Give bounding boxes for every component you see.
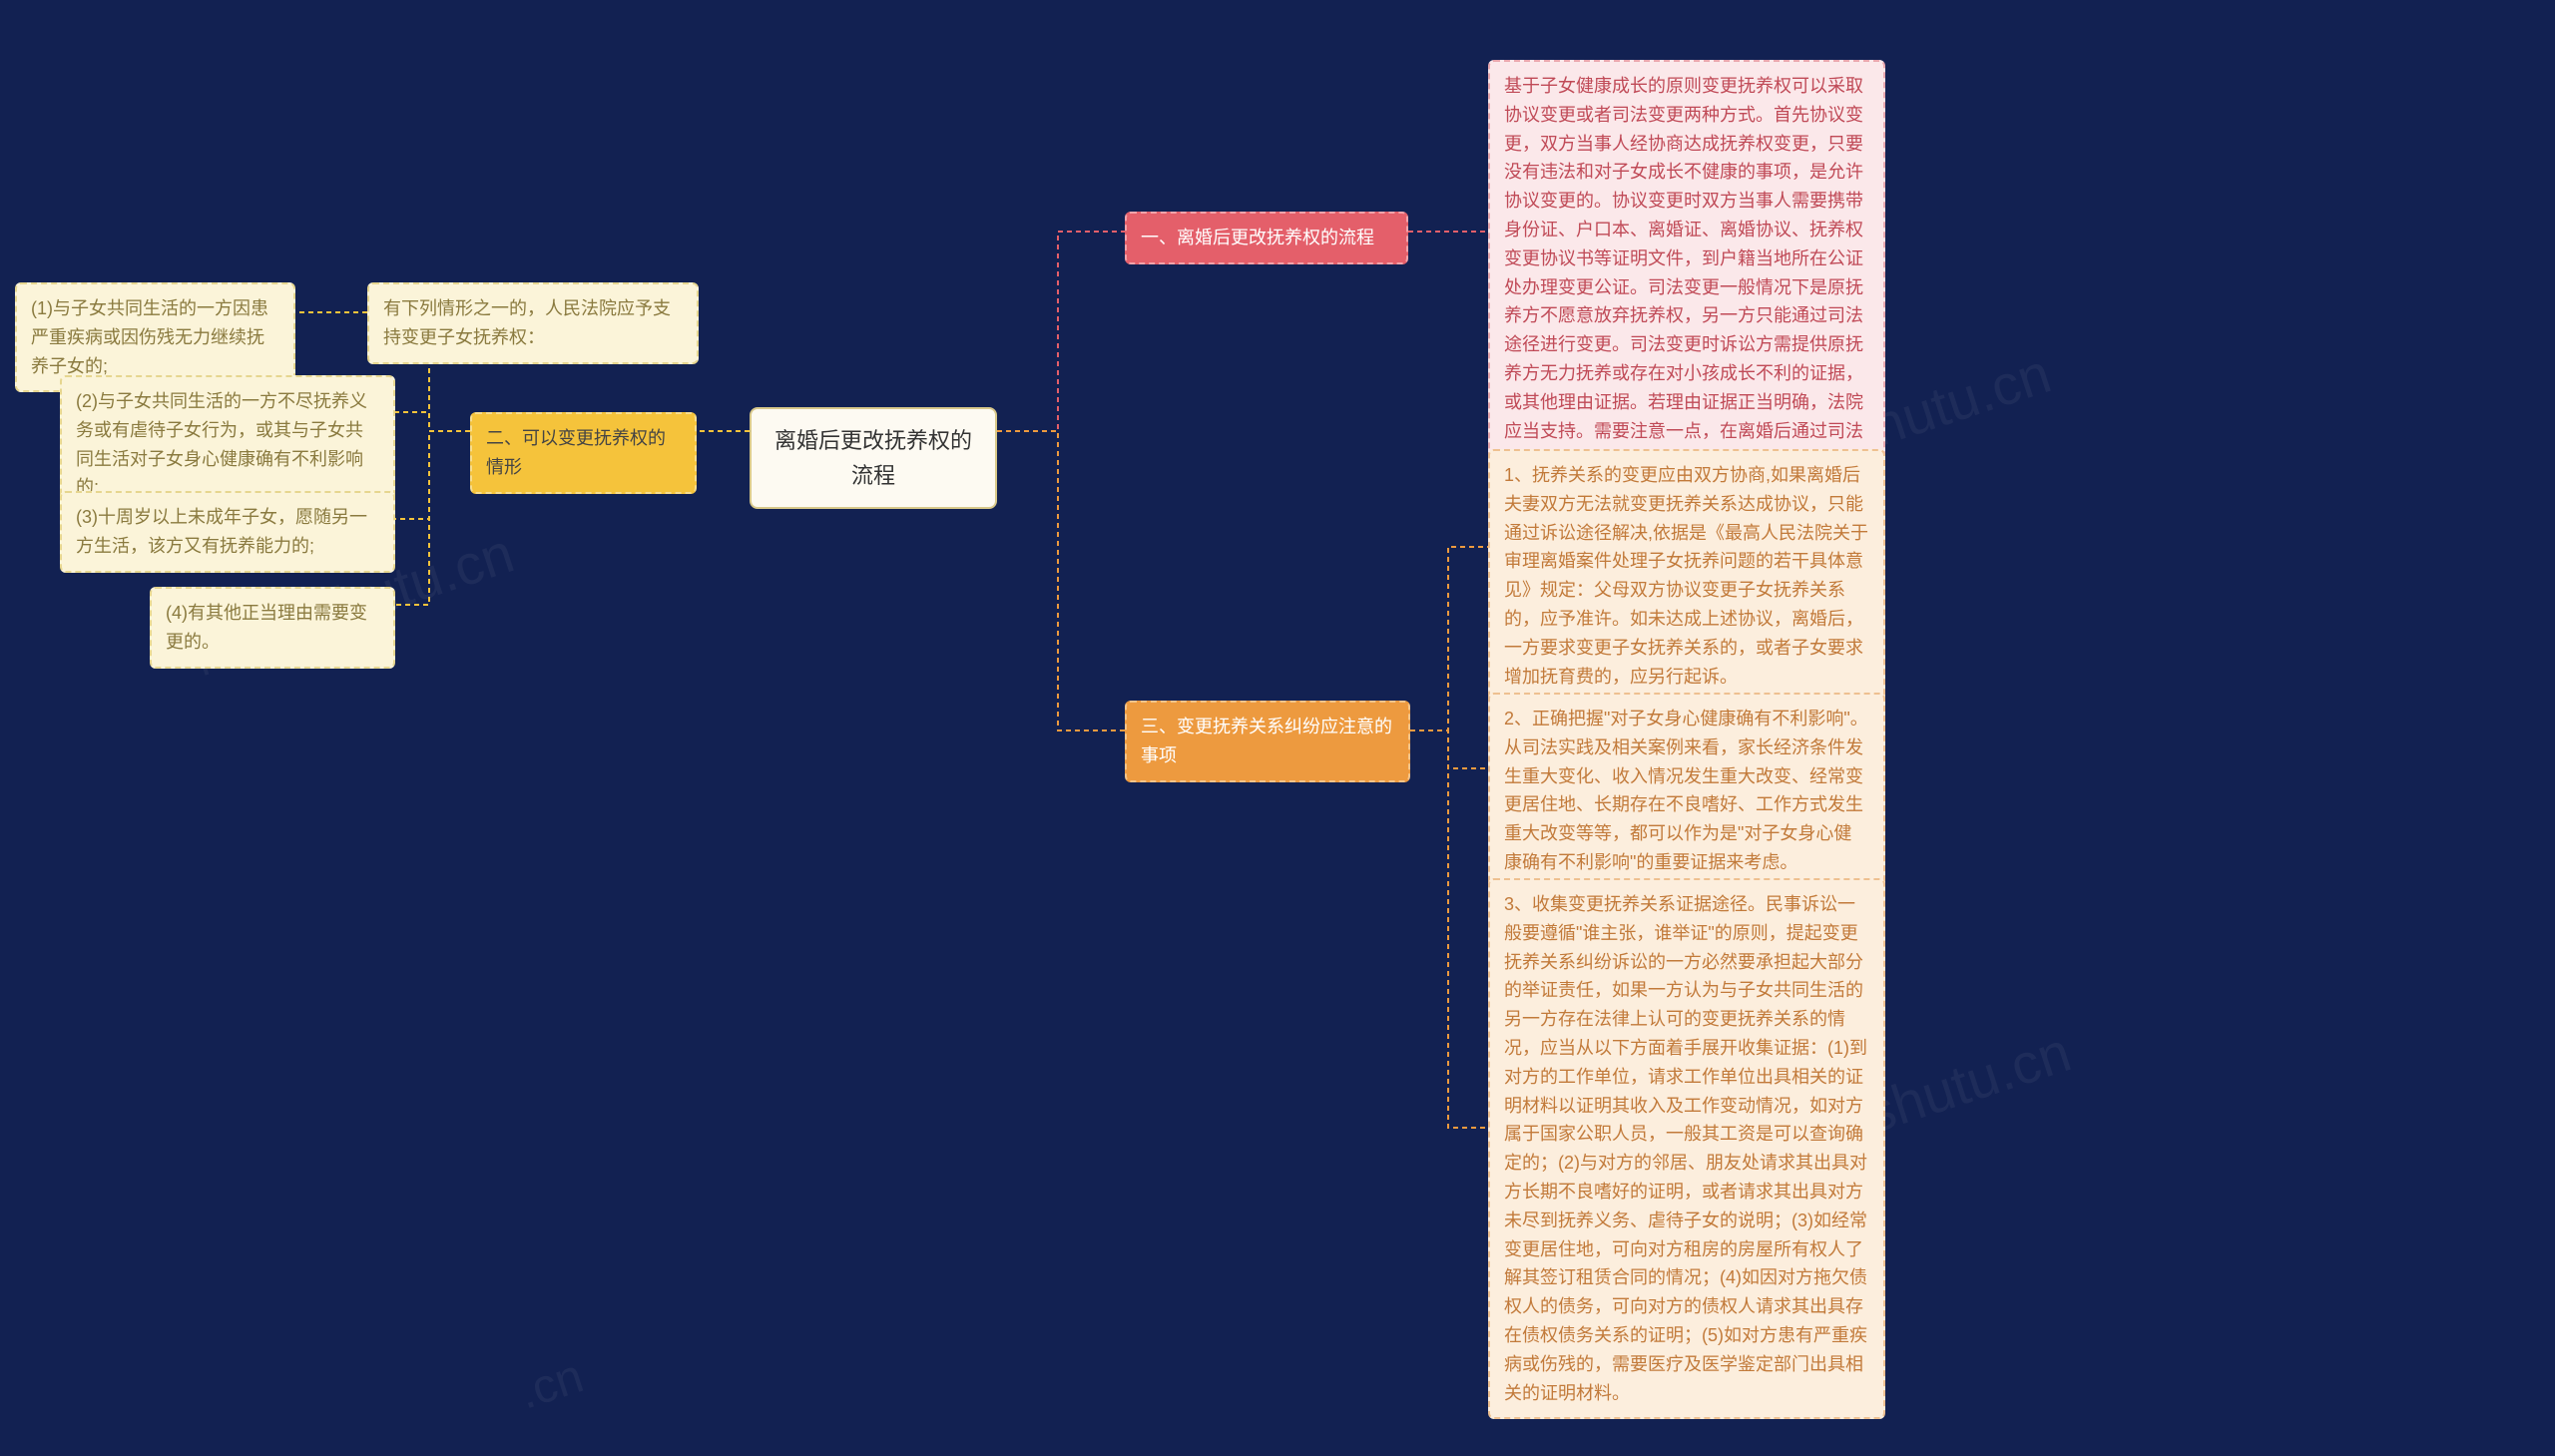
branch-3: 三、变更抚养关系纠纷应注意的事项 — [1125, 701, 1410, 782]
leaf-b3-3: 3、收集变更抚养关系证据途径。民事诉讼一般要遵循"谁主张，谁举证"的原则，提起变… — [1488, 878, 1885, 1419]
root-node: 离婚后更改抚养权的流程 — [750, 407, 997, 509]
leaf-b2-4: (4)有其他正当理由需要变更的。 — [150, 587, 395, 669]
leaf-b2-3: (3)十周岁以上未成年子女，愿随另一方生活，该方又有抚养能力的; — [60, 491, 395, 573]
leaf-b1-1: 基于子女健康成长的原则变更抚养权可以采取协议变更或者司法变更两种方式。首先协议变… — [1488, 60, 1885, 515]
leaf-b3-2: 2、正确把握"对子女身心健康确有不利影响"。从司法实践及相关案例来看，家长经济条… — [1488, 693, 1885, 889]
branch-1: 一、离婚后更改抚养权的流程 — [1125, 212, 1408, 264]
branch-2: 二、可以变更抚养权的情形 — [470, 412, 697, 494]
leaf-b3-1: 1、抚养关系的变更应由双方协商,如果离婚后夫妻双方无法就变更抚养关系达成协议，只… — [1488, 449, 1885, 703]
leaf-b2-intro: 有下列情形之一的，人民法院应予支持变更子女抚养权： — [367, 282, 699, 364]
watermark: .cn — [512, 1348, 590, 1420]
